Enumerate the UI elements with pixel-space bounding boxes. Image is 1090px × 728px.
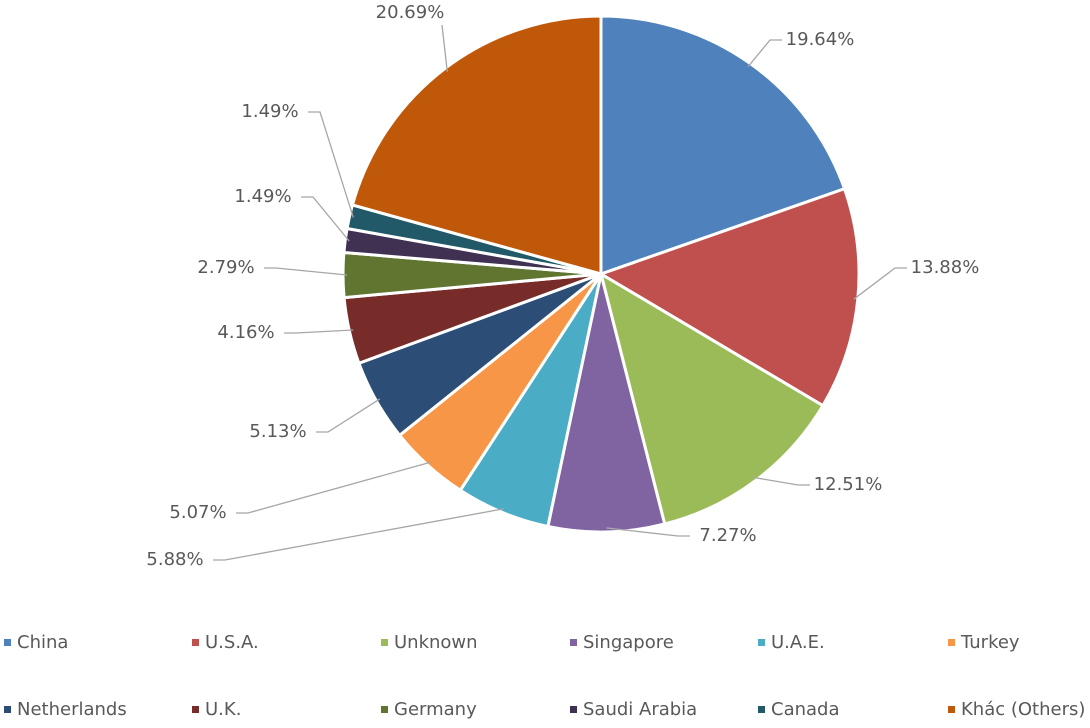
legend-marker <box>192 639 199 646</box>
legend-marker <box>381 706 388 713</box>
leader-line <box>301 196 350 242</box>
leader-line <box>308 111 354 218</box>
data-label: 5.13% <box>249 421 306 442</box>
legend-marker <box>948 706 955 713</box>
legend-label: Canada <box>771 699 840 720</box>
legend-label: Unknown <box>394 632 478 653</box>
pie-slice <box>597 186 861 408</box>
leader-line <box>853 267 907 300</box>
legend-label: U.A.E. <box>771 632 825 653</box>
legend-marker <box>4 639 11 646</box>
pie-slice <box>598 270 825 526</box>
legend-marker <box>192 706 199 713</box>
data-label: 5.88% <box>146 549 203 570</box>
legend-label: Saudi Arabia <box>583 699 697 720</box>
data-label: 12.51% <box>814 474 883 495</box>
legend-marker <box>570 706 577 713</box>
leader-line <box>213 508 505 561</box>
leader-line <box>316 398 381 433</box>
leader-line <box>606 527 690 537</box>
legend-marker <box>570 639 577 646</box>
legend-marker <box>758 706 765 713</box>
data-label: 20.69% <box>376 2 445 23</box>
leader-line <box>753 476 810 486</box>
data-label: 7.27% <box>699 525 756 546</box>
data-label: 5.07% <box>169 502 226 523</box>
legend-label: China <box>17 632 68 653</box>
legend-label: Singapore <box>583 632 674 653</box>
legend-label: Netherlands <box>17 699 127 720</box>
legend-marker <box>758 639 765 646</box>
leader-line <box>264 267 348 276</box>
leader-line <box>284 329 354 334</box>
legend-marker <box>948 639 955 646</box>
data-label: 2.79% <box>197 257 254 278</box>
data-label: 19.64% <box>786 29 855 50</box>
legend-marker <box>381 639 388 646</box>
data-label: 1.49% <box>234 186 291 207</box>
legend-label: Khác (Others) <box>961 699 1085 720</box>
legend-marker <box>4 706 11 713</box>
legend-label: Germany <box>394 699 477 720</box>
legend-label: Turkey <box>960 632 1020 653</box>
leader-line <box>236 461 431 514</box>
leader-line <box>747 39 782 68</box>
legend-label: U.K. <box>205 699 241 720</box>
pie-slice <box>546 273 667 534</box>
legend-label: U.S.A. <box>205 632 259 653</box>
data-label: 1.49% <box>241 101 298 122</box>
pie-slice <box>350 14 603 276</box>
data-label: 4.16% <box>217 322 274 343</box>
leader-line <box>441 24 448 72</box>
data-label: 13.88% <box>911 257 980 278</box>
